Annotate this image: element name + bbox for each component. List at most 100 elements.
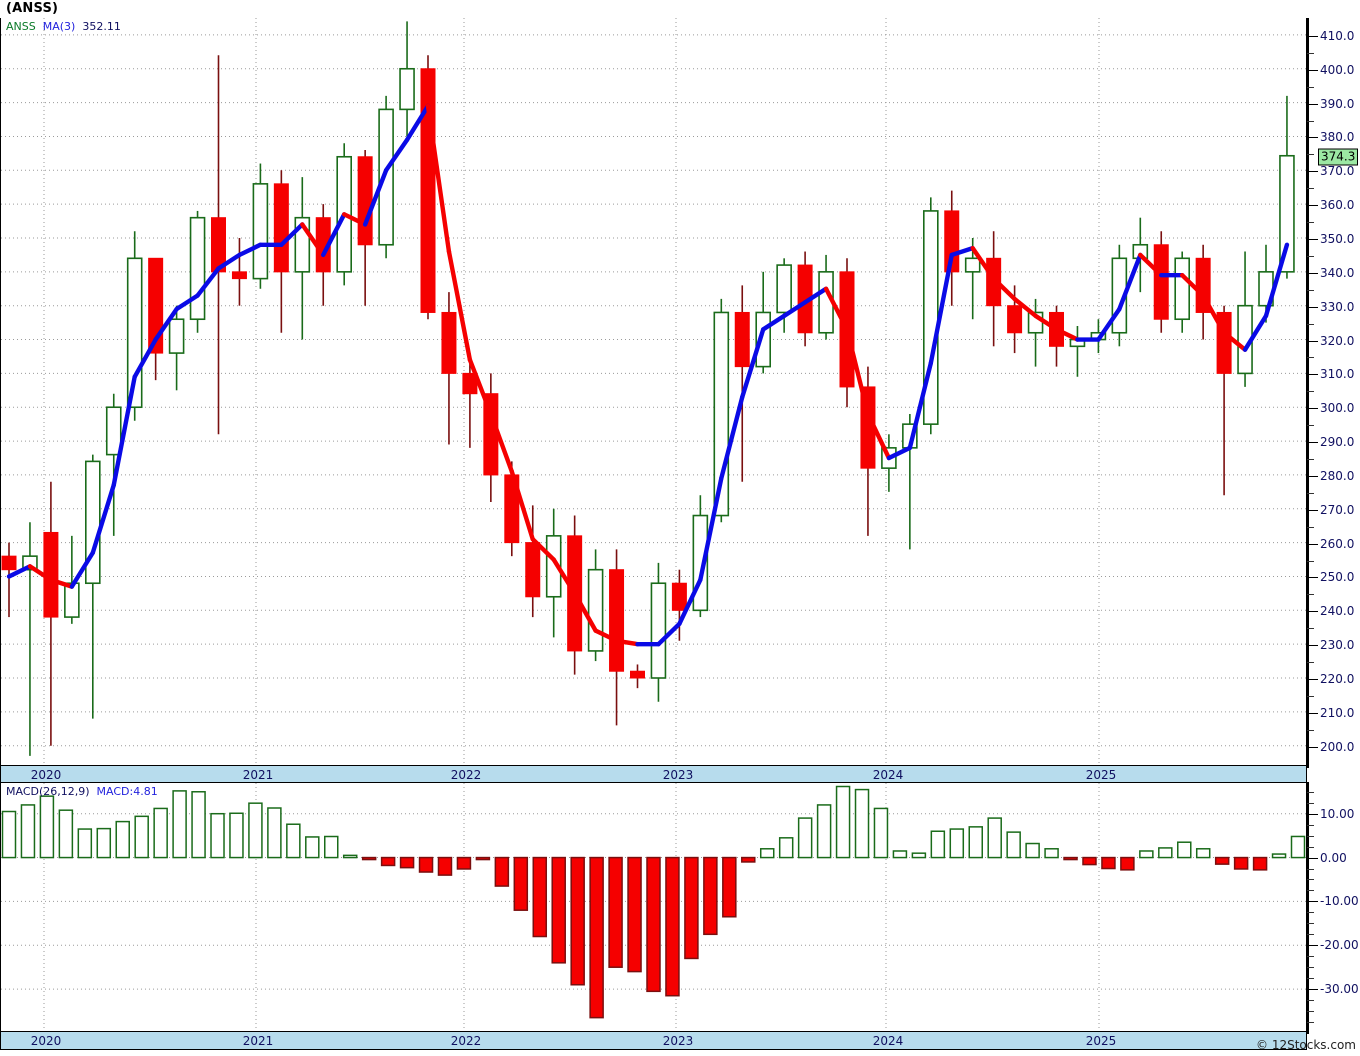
candlestick [85, 454, 101, 719]
ma3-segment [1242, 313, 1269, 352]
candle-body [1279, 154, 1295, 273]
ma3-segment [719, 394, 745, 481]
price-axis-tick [1307, 611, 1318, 613]
macd-histogram-bar [1158, 847, 1173, 859]
macd-axis-tick [1307, 945, 1318, 947]
macd-axis-minor-tick [1307, 890, 1314, 892]
price-plot-area [1, 18, 1306, 767]
macd-histogram-bar [987, 817, 1002, 859]
candlestick [922, 197, 939, 435]
macd-axis-minor-tick [1307, 868, 1314, 870]
candlestick [776, 258, 792, 333]
price-axis-minor-tick [1307, 357, 1314, 359]
price-axis-label: 240.0 [1320, 604, 1355, 619]
candle-body [252, 183, 269, 280]
macd-plot-area [1, 783, 1306, 1033]
candle-body [525, 542, 541, 598]
ma3-segment [362, 168, 389, 227]
macd-histogram-bar [892, 850, 908, 859]
legend-macd-value: MACD:4.81 [96, 785, 158, 798]
candlestick [148, 257, 164, 381]
price-y-axis: 410.0 400.0 390.0 380.0 370.0 360.0 350.0 340.0… [1307, 18, 1360, 768]
macd-histogram-bar [115, 820, 130, 859]
candlestick [1049, 305, 1064, 367]
macd-histogram-bar [134, 815, 149, 859]
candle-body [1007, 305, 1023, 334]
price-axis-tick [1307, 442, 1318, 444]
legend-ma-label: MA(3) [42, 20, 76, 33]
ma3-segment [383, 137, 410, 173]
macd-histogram-bar [1290, 835, 1306, 859]
macd-axis-label: -20.00 [1320, 938, 1359, 953]
candle-body [1, 555, 17, 571]
ma3-segment [174, 293, 200, 312]
ma3-segment [551, 557, 577, 596]
macd-histogram-bar [267, 807, 282, 859]
candlestick [189, 210, 206, 333]
macd-histogram-bar [1, 810, 17, 859]
macd-histogram-bar [873, 807, 889, 859]
price-legend: ANSS MA(3) 352.11 [6, 20, 128, 33]
price-axis-minor-tick [1307, 662, 1314, 664]
price-axis-label: 310.0 [1320, 367, 1355, 382]
macd-axis-tick [1307, 813, 1318, 815]
macd-histogram-bar [930, 830, 946, 859]
ma3-segment [467, 357, 494, 417]
price-axis-tick [1307, 543, 1318, 545]
price-axis-tick [1307, 35, 1318, 37]
price-axis-minor-tick [1307, 120, 1314, 122]
macd-histogram-bar [1139, 850, 1154, 859]
ma3-segment [823, 286, 850, 332]
ma3-segment [446, 249, 473, 363]
candlestick [378, 95, 394, 259]
macd-histogram-bar [456, 856, 472, 870]
candlestick [294, 177, 311, 340]
candle-body [189, 216, 206, 321]
macd-histogram-bar [324, 835, 339, 859]
price-axis-tick [1307, 712, 1318, 714]
ma3-segment [404, 103, 431, 143]
candlestick [483, 373, 499, 502]
copyright-notice: © 12Stocks.com [1256, 1038, 1356, 1052]
macd-histogram-bar [684, 856, 699, 960]
macd-histogram-bar [1214, 856, 1230, 865]
date-axis-year-label: 2022 [450, 1034, 482, 1048]
macd-histogram-bar [153, 807, 168, 859]
macd-histogram-bar [589, 856, 604, 1019]
price-axis-label: 250.0 [1320, 570, 1355, 585]
price-axis-label: 370.0 [1320, 164, 1355, 179]
macd-y-axis: 10.00 0.00 -10.00 -20.00 -30.00 [1307, 782, 1360, 1034]
macd-histogram-bar [286, 823, 301, 859]
ma3-segment [48, 577, 75, 589]
macd-histogram-bar [191, 791, 206, 859]
macd-histogram-bar [949, 828, 965, 859]
macd-histogram-bar [551, 856, 566, 964]
macd-axis-minor-tick [1307, 879, 1314, 881]
macd-histogram-bar [835, 785, 851, 859]
price-axis-label: 410.0 [1320, 28, 1355, 43]
macd-histogram-bar [20, 804, 36, 859]
price-axis-tick [1307, 137, 1318, 139]
price-axis-minor-tick [1307, 154, 1314, 156]
macd-histogram-bar [1025, 842, 1040, 859]
candlestick [211, 55, 226, 435]
candlestick [43, 481, 59, 746]
date-axis-year-label: 2023 [662, 768, 694, 782]
candlestick [1237, 251, 1253, 387]
macd-histogram-bar [1252, 856, 1268, 871]
ma3-segment [1054, 327, 1080, 342]
ma3-segment [509, 469, 535, 542]
price-axis-tick [1307, 679, 1318, 680]
price-axis-spine [1307, 18, 1309, 768]
ma3-segment [656, 621, 682, 647]
candlestick [818, 254, 834, 340]
candlestick [671, 569, 687, 641]
ma3-segment [6, 564, 33, 579]
legend-ma-value: 352.11 [82, 20, 121, 33]
macd-axis-minor-tick [1307, 978, 1314, 980]
last-price-badge: 374.3 [1318, 148, 1359, 166]
macd-axis-minor-tick [1307, 802, 1314, 804]
price-axis-label: 280.0 [1320, 468, 1355, 483]
macd-axis-label: 0.00 [1320, 850, 1347, 865]
price-axis-label: 400.0 [1320, 62, 1355, 77]
